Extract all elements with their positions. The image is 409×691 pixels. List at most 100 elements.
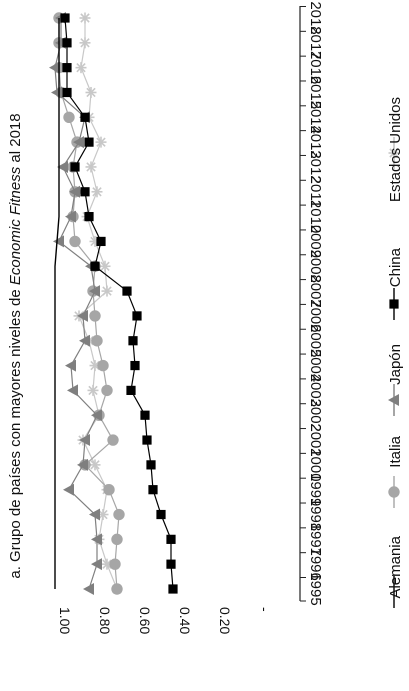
- point-china: [84, 212, 94, 222]
- year-tick-label: 2005: [307, 324, 324, 357]
- point-japón: [77, 458, 88, 471]
- point-japón: [79, 434, 90, 447]
- point-china: [168, 584, 178, 594]
- point-japón: [53, 235, 64, 248]
- point-italia: [63, 111, 75, 124]
- point-japón: [91, 409, 102, 422]
- point-japón: [91, 558, 102, 571]
- point-china: [62, 38, 72, 48]
- point-china: [80, 112, 90, 122]
- point-italia: [103, 483, 115, 496]
- axes-layer: [299, 6, 306, 602]
- year-tick-label: 2006: [307, 299, 324, 332]
- point-japón: [65, 210, 76, 223]
- point-china: [128, 336, 138, 346]
- point-china: [62, 87, 72, 98]
- year-tick-label: 2004: [307, 349, 324, 382]
- legend-label-alemania: Alemania: [387, 535, 404, 598]
- point-china: [140, 410, 150, 420]
- point-china: [156, 509, 166, 520]
- point-japón: [83, 583, 94, 595]
- point-estados-unidos: [79, 12, 91, 24]
- value-tick-label: 0.80: [97, 607, 113, 634]
- point-italia: [109, 558, 121, 570]
- point-japón: [77, 309, 88, 322]
- point-china: [80, 187, 90, 197]
- point-japón: [69, 185, 80, 198]
- series-line-estados-unidos: [78, 18, 118, 590]
- point-japón: [63, 483, 74, 496]
- point-china: [70, 162, 80, 172]
- year-tick-label: 2007: [307, 274, 324, 307]
- year-tick-label: 2003: [307, 374, 324, 407]
- legend-marker-china: [389, 299, 399, 309]
- point-china: [122, 286, 132, 296]
- value-tick-label: -: [257, 607, 273, 612]
- series-layer: [49, 12, 400, 608]
- point-italia: [91, 335, 103, 347]
- point-estados-unidos: [99, 260, 111, 272]
- point-china: [148, 485, 158, 495]
- point-china: [60, 13, 70, 23]
- point-china: [166, 534, 176, 544]
- value-tick-label: 0.60: [137, 607, 153, 634]
- point-china: [62, 63, 72, 73]
- legend-label-china: China: [387, 247, 404, 287]
- point-italia: [69, 235, 81, 248]
- point-estados-unidos: [85, 161, 97, 173]
- year-tick-label: 1997: [307, 523, 324, 556]
- point-italia: [113, 508, 125, 521]
- point-italia: [97, 359, 109, 372]
- year-tick-label: 2009: [307, 225, 324, 258]
- chart-title-part: a. Grupo de países con mayores niveles d…: [7, 285, 24, 579]
- year-tick-label: 2018: [307, 1, 324, 34]
- point-italia: [101, 384, 113, 397]
- point-japón: [79, 334, 90, 347]
- year-tick-label: 2008: [307, 250, 324, 283]
- value-tick-label: 0.20: [217, 607, 233, 634]
- point-japón: [91, 533, 102, 546]
- point-estados-unidos: [87, 384, 99, 396]
- point-china: [126, 385, 136, 395]
- year-tick-label: 2015: [307, 76, 324, 109]
- point-china: [130, 360, 140, 371]
- point-italia: [111, 533, 123, 546]
- series-line-china: [64, 17, 174, 590]
- legend-label-italia: Italia: [387, 435, 404, 467]
- point-estados-unidos: [101, 285, 113, 297]
- year-tick-label: 2001: [307, 423, 324, 456]
- point-estados-unidos: [89, 459, 101, 471]
- point-japón: [89, 285, 100, 298]
- year-tick-label: 1998: [307, 498, 324, 531]
- legend-marker-japón: [388, 394, 399, 406]
- series-line-alemania: [54, 18, 60, 589]
- point-china: [96, 236, 106, 247]
- point-estados-unidos: [95, 136, 107, 148]
- point-japón: [49, 61, 60, 74]
- point-estados-unidos: [91, 186, 103, 198]
- point-china: [146, 460, 156, 470]
- chart-title: a. Grupo de países con mayores niveles d…: [7, 113, 24, 578]
- year-tick-label: 2010: [307, 200, 324, 233]
- point-estados-unidos: [85, 86, 97, 98]
- value-tick-label: 0.40: [177, 607, 193, 634]
- year-tick-label: 2014: [307, 101, 324, 134]
- point-japón: [57, 160, 68, 173]
- value-tick-label: 1.00: [57, 607, 73, 634]
- text-layer: 1995199619971998199920002001200220032004…: [7, 1, 404, 634]
- point-japón: [65, 359, 76, 372]
- chart-title-part: al 2018: [7, 113, 24, 166]
- point-china: [132, 311, 142, 321]
- point-china: [84, 137, 94, 147]
- point-japón: [89, 508, 100, 521]
- point-italia: [89, 310, 101, 322]
- legend-marker-italia: [388, 486, 400, 498]
- year-tick-label: 1999: [307, 473, 324, 506]
- chart-title-part: Economic Fitness: [7, 166, 24, 285]
- point-china: [166, 559, 176, 569]
- year-tick-label: 2000: [307, 448, 324, 481]
- year-tick-label: 1995: [307, 572, 324, 605]
- year-tick-label: 2011: [307, 176, 324, 208]
